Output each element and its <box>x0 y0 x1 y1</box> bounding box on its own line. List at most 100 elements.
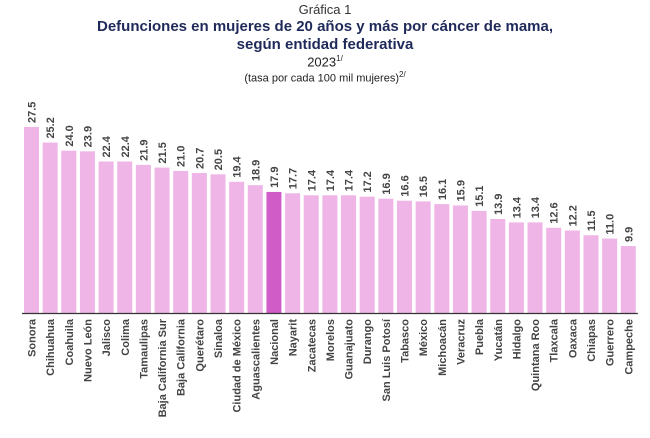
value-label-san-luis-potosi: 16.9 <box>381 173 393 194</box>
bar-tabasco <box>397 200 412 313</box>
bar-morelos <box>322 195 338 313</box>
bar-chiapas <box>583 235 599 313</box>
category-label-quintana-roo: Quintana Roo <box>530 319 542 391</box>
bar-nayarit <box>285 193 301 313</box>
chart-kicker: Gráfica 1 <box>298 2 352 17</box>
category-labels-group: Sonora Chihuahua Coahuila Nuevo León Jalisco… <box>27 318 636 417</box>
value-labels-group: 27.5 25.2 24.0 23.9 22.4 22.4 21.9 21.5 21.0 20.7… <box>27 102 636 242</box>
bar-sonora <box>24 127 39 313</box>
value-label-jalisco: 22.4 <box>101 135 113 157</box>
category-label-tlaxcala: Tlaxcala <box>549 318 561 362</box>
bar-campeche <box>620 246 636 313</box>
category-label-baja-california: Baja California <box>176 318 188 396</box>
category-label-hidalgo: Hidalgo <box>511 319 523 360</box>
value-label-chihuahua: 25.2 <box>45 117 57 138</box>
category-label-nacional: Nacional <box>269 319 281 365</box>
bars-group <box>24 127 636 313</box>
unit-text: (tasa por cada 100 mil mujeres) <box>244 72 399 85</box>
value-label-guerrero: 11.0 <box>605 214 617 235</box>
bar-nuevo-leon <box>79 151 95 313</box>
value-label-ciudad-de-mexico: 19.4 <box>232 155 244 177</box>
category-label-queretaro: Querétaro <box>194 319 206 372</box>
category-label-ciudad-de-mexico: Ciudad de México <box>232 319 244 413</box>
value-label-tlaxcala: 12.6 <box>549 202 561 223</box>
category-label-nayarit: Nayarit <box>288 319 300 357</box>
bar-aguascalientes <box>247 185 263 313</box>
category-label-tamaulipas: Tamaulipas <box>138 319 150 379</box>
chart-title-line2: según entidad federativa <box>236 36 414 53</box>
category-label-guerrero: Guerrero <box>605 319 617 366</box>
bar-chihuahua <box>42 142 58 313</box>
value-label-mexico: 16.5 <box>418 176 430 197</box>
category-label-aguascalientes: Aguascalientes <box>250 319 262 400</box>
value-label-aguascalientes: 18.9 <box>250 160 262 181</box>
bar-durango <box>359 196 375 313</box>
bar-guanajuato <box>341 195 357 313</box>
value-label-durango: 17.2 <box>362 171 374 192</box>
category-label-baja-california-sur: Baja California Sur <box>157 318 169 417</box>
bar-colima <box>117 161 133 313</box>
chart-title-line1: Defunciones en mujeres de 20 años y más … <box>96 18 554 35</box>
bar-oaxaca <box>564 230 580 313</box>
chart-year: 20231/ <box>0 54 650 69</box>
value-label-yucatan: 13.9 <box>493 194 505 215</box>
value-label-chiapas: 11.5 <box>586 210 598 231</box>
value-label-oaxaca: 12.2 <box>567 205 579 226</box>
category-label-tabasco: Tabasco <box>400 319 412 363</box>
bar-jalisco <box>98 161 114 313</box>
bar-coahuila <box>61 150 77 313</box>
value-label-morelos: 17.4 <box>325 169 337 191</box>
category-label-guanajuato: Guanajuato <box>344 319 356 380</box>
value-label-puebla: 15.1 <box>474 185 486 206</box>
bar-nacional <box>266 191 282 313</box>
category-label-zacatecas: Zacatecas <box>306 319 318 372</box>
chart-unit: (tasa por cada 100 mil mujeres)2/ <box>0 70 650 85</box>
value-label-nayarit: 17.7 <box>288 168 300 189</box>
value-label-coahuila: 24.0 <box>64 125 76 146</box>
year-text: 2023 <box>307 54 337 70</box>
bar-san-luis-potosi <box>378 198 394 313</box>
value-label-baja-california-sur: 21.5 <box>157 142 169 163</box>
category-label-coahuila: Coahuila <box>64 318 76 365</box>
value-label-queretaro: 20.7 <box>194 148 206 169</box>
value-label-nacional: 17.9 <box>269 167 281 188</box>
value-label-hidalgo: 13.4 <box>511 196 523 218</box>
category-label-mexico: México <box>418 319 430 357</box>
bar-ciudad-de-mexico <box>229 181 245 313</box>
value-label-sinaloa: 20.5 <box>213 149 225 170</box>
value-label-tamaulipas: 21.9 <box>138 139 150 160</box>
bar-sinaloa <box>210 174 226 313</box>
bar-veracruz <box>452 205 468 313</box>
category-label-puebla: Puebla <box>474 318 486 355</box>
value-label-tabasco: 16.6 <box>400 175 412 196</box>
value-label-campeche: 9.9 <box>623 227 635 242</box>
value-label-sonora: 27.5 <box>27 102 39 123</box>
category-label-yucatan: Yucatán <box>493 319 505 361</box>
category-label-michoacan: Michoacán <box>437 319 449 376</box>
year-footnote: 1/ <box>336 54 343 63</box>
bar-queretaro <box>191 172 207 313</box>
bar-michoacan <box>434 204 450 313</box>
category-label-nuevo-leon: Nuevo León <box>82 319 94 382</box>
bar-zacatecas <box>303 195 319 313</box>
value-label-quintana-roo: 13.4 <box>530 196 542 218</box>
bar-mexico <box>415 201 431 313</box>
bar-tamaulipas <box>135 164 151 313</box>
bar-yucatan <box>490 218 506 313</box>
value-label-guanajuato: 17.4 <box>344 169 356 191</box>
category-label-chihuahua: Chihuahua <box>45 318 57 376</box>
value-label-colima: 22.4 <box>120 135 132 157</box>
bar-tlaxcala <box>546 227 562 313</box>
category-label-chiapas: Chiapas <box>586 319 598 362</box>
bar-hidalgo <box>508 222 524 313</box>
category-label-veracruz: Veracruz <box>455 319 467 365</box>
bar-quintana-roo <box>527 222 543 313</box>
bar-guerrero <box>602 238 618 313</box>
value-label-nuevo-leon: 23.9 <box>82 126 94 147</box>
unit-footnote: 2/ <box>399 70 406 79</box>
bar-puebla <box>471 210 487 313</box>
category-label-durango: Durango <box>362 319 374 365</box>
value-label-michoacan: 16.1 <box>437 179 449 200</box>
category-label-morelos: Morelos <box>325 319 337 361</box>
